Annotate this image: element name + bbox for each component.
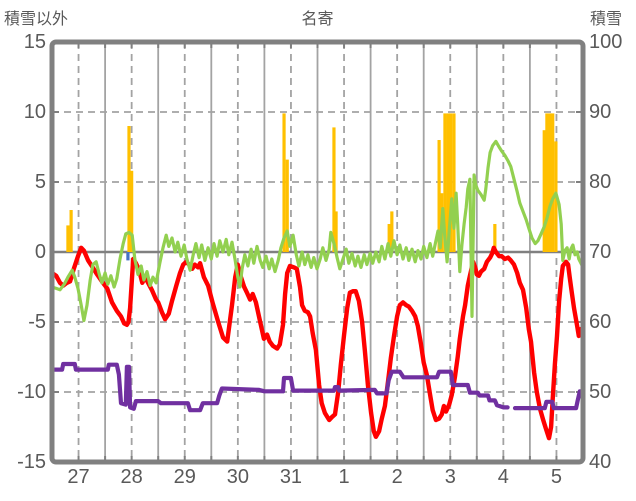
bar bbox=[387, 224, 391, 252]
bar bbox=[285, 159, 289, 252]
x-tick-label: 28 bbox=[120, 466, 143, 488]
y-left-tick-label: 0 bbox=[34, 241, 46, 263]
bar bbox=[390, 211, 394, 252]
bar bbox=[127, 126, 131, 252]
bar bbox=[332, 127, 336, 252]
bar bbox=[66, 225, 70, 252]
green-line bbox=[50, 139, 585, 323]
x-tick-label: 2 bbox=[391, 466, 403, 488]
x-tick-label: 30 bbox=[226, 466, 249, 488]
precip-bars bbox=[66, 113, 558, 261]
bar bbox=[437, 140, 441, 252]
y-left-tick-label: 5 bbox=[34, 171, 46, 193]
bar bbox=[542, 130, 546, 252]
x-tick-label: 4 bbox=[497, 466, 509, 488]
y-right-tick-label: 100 bbox=[589, 31, 623, 53]
y-left-tick-label: 15 bbox=[23, 31, 46, 53]
y-right-tick-label: 90 bbox=[589, 101, 612, 123]
bar bbox=[551, 113, 555, 253]
bar bbox=[130, 170, 134, 252]
bar bbox=[449, 113, 453, 253]
x-tick-label: 5 bbox=[550, 466, 562, 488]
red-line bbox=[49, 245, 586, 441]
bar bbox=[452, 113, 456, 253]
chart-title: 名寄 bbox=[301, 11, 334, 28]
bar bbox=[443, 113, 447, 253]
x-tick-label: 27 bbox=[67, 466, 90, 488]
y-left-tick-label: -5 bbox=[28, 311, 46, 333]
x-tick-label: 29 bbox=[173, 466, 196, 488]
bar bbox=[126, 252, 130, 261]
y-left-tick-label: -10 bbox=[17, 381, 46, 403]
x-tick-label: 3 bbox=[444, 466, 456, 488]
bar bbox=[334, 211, 338, 252]
x-tick-label: 1 bbox=[338, 466, 350, 488]
x-tick-label: 31 bbox=[279, 466, 303, 488]
bar bbox=[446, 113, 450, 253]
y-left-tick-label: 10 bbox=[23, 101, 46, 123]
bar bbox=[548, 113, 552, 253]
bar bbox=[282, 113, 286, 253]
left-axis-title: 積雪以外 bbox=[4, 11, 69, 28]
purple-line bbox=[49, 361, 586, 413]
bar bbox=[69, 210, 73, 252]
y-right-tick-label: 40 bbox=[589, 451, 612, 473]
y-right-tick-label: 60 bbox=[589, 311, 612, 333]
bar bbox=[493, 224, 497, 252]
y-right-tick-label: 50 bbox=[589, 381, 612, 403]
plot-border bbox=[49, 39, 586, 465]
bar bbox=[545, 113, 549, 253]
y-right-tick-label: 80 bbox=[589, 171, 612, 193]
y-right-tick-label: 70 bbox=[589, 241, 612, 263]
right-axis-title: 積雪 bbox=[589, 11, 622, 28]
y-left-tick-label: -15 bbox=[17, 451, 46, 473]
